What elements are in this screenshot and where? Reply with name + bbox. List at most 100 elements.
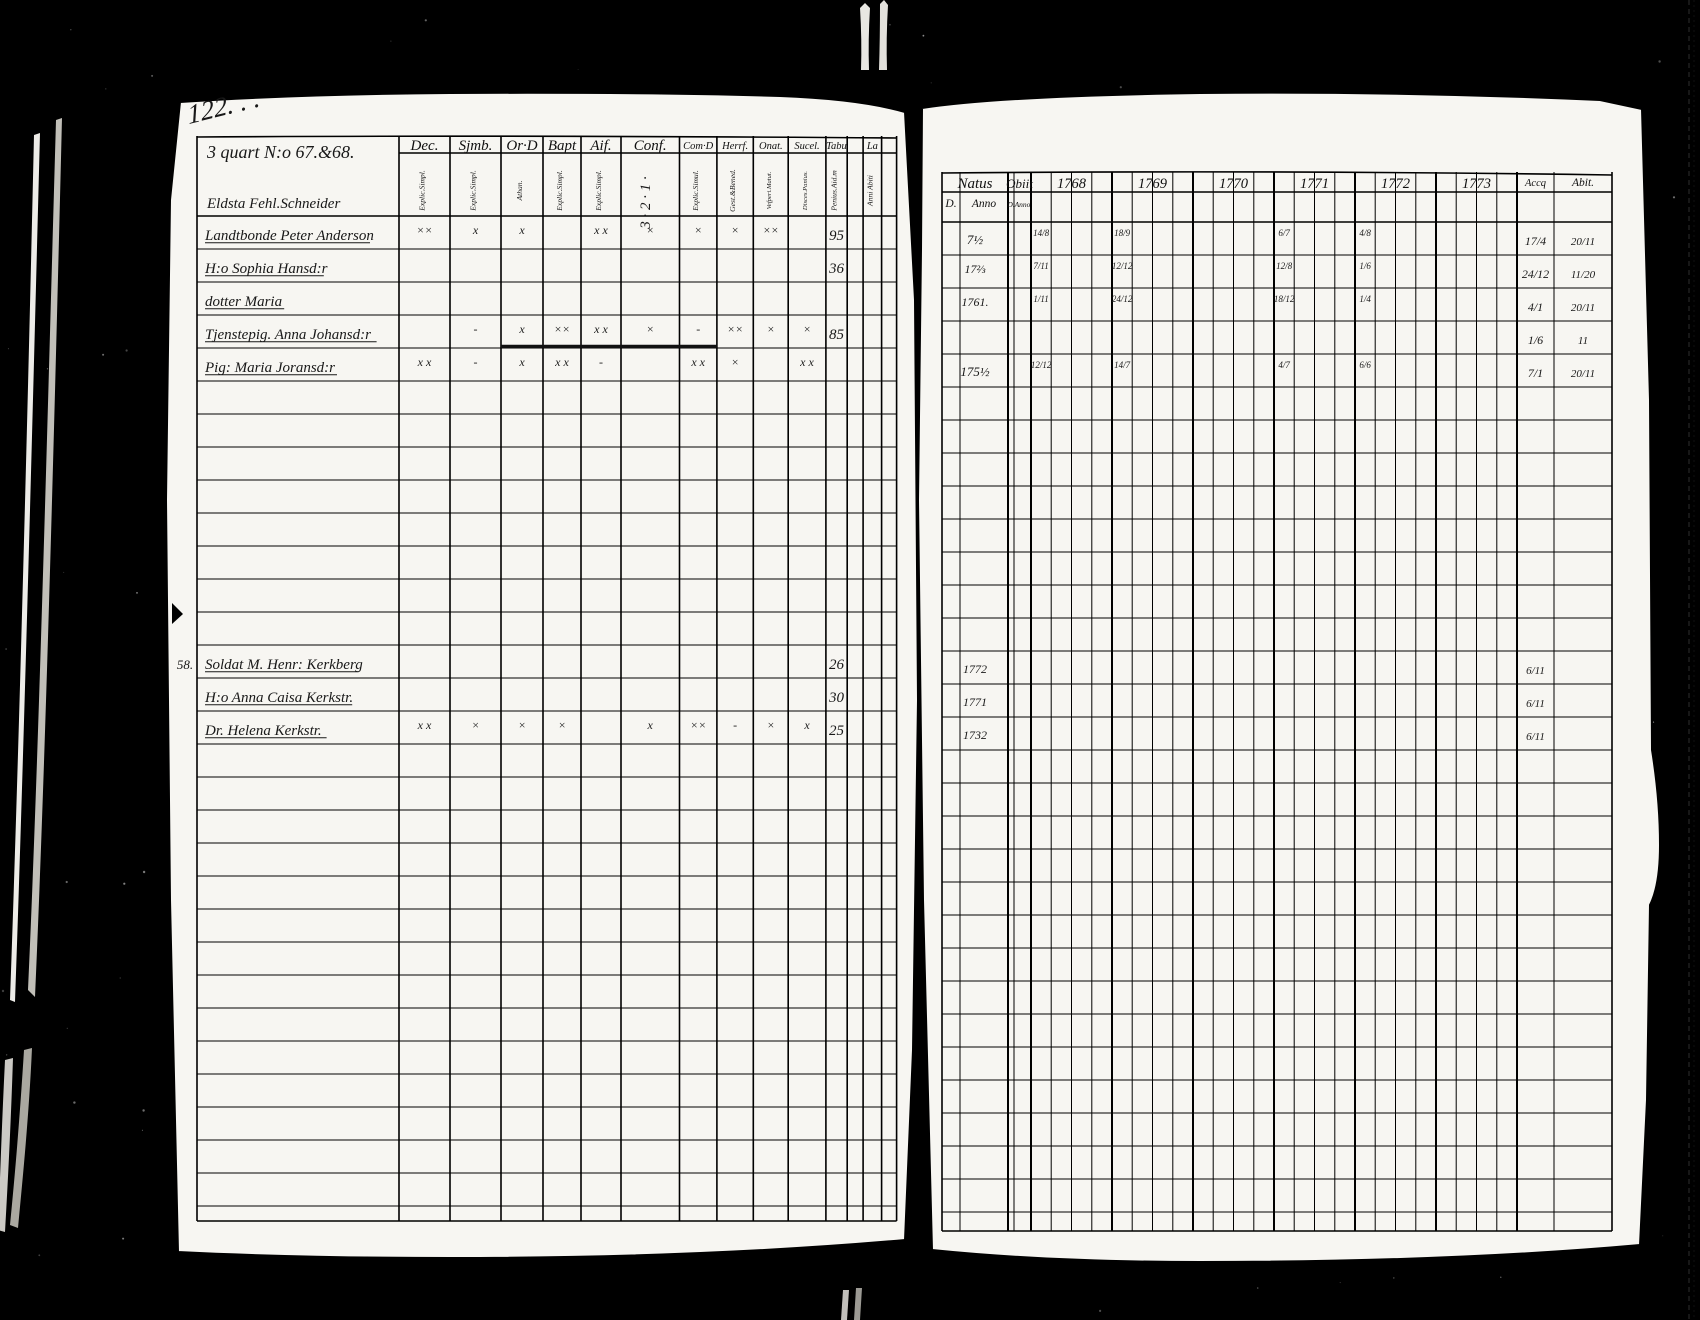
svg-text:24/12: 24/12 bbox=[1522, 267, 1549, 281]
svg-text:×: × bbox=[731, 223, 739, 237]
svg-text:14/8: 14/8 bbox=[1033, 228, 1050, 238]
svg-text:x x: x x bbox=[593, 322, 608, 336]
svg-text:25: 25 bbox=[829, 723, 845, 739]
svg-text:7½: 7½ bbox=[967, 232, 984, 247]
svg-text:1771: 1771 bbox=[1300, 176, 1329, 192]
svg-text:18/9: 18/9 bbox=[1114, 228, 1131, 238]
svg-text:7/1: 7/1 bbox=[1528, 366, 1543, 380]
svg-text:36: 36 bbox=[828, 261, 845, 277]
svg-text:Sjmb.: Sjmb. bbox=[459, 138, 493, 154]
svg-text:6/11: 6/11 bbox=[1526, 698, 1545, 710]
svg-text:Anno: Anno bbox=[1014, 200, 1031, 209]
svg-text:4/1: 4/1 bbox=[1528, 300, 1543, 314]
svg-text:95: 95 bbox=[829, 228, 845, 244]
svg-text:1/4: 1/4 bbox=[1359, 294, 1371, 304]
svg-text:Bapt: Bapt bbox=[548, 138, 577, 154]
svg-text:20/11: 20/11 bbox=[1571, 368, 1595, 380]
svg-text:3 · 2 · 1 ·: 3 · 2 · 1 · bbox=[638, 176, 654, 230]
svg-text:x: x bbox=[472, 223, 479, 237]
svg-text:26: 26 bbox=[829, 657, 845, 673]
svg-text:-: - bbox=[474, 322, 478, 336]
svg-text:x x: x x bbox=[593, 223, 608, 237]
svg-text:1772: 1772 bbox=[1381, 176, 1410, 192]
svg-text:H:o Sophia Hansd:r: H:o Sophia Hansd:r bbox=[204, 261, 328, 277]
svg-text:-: - bbox=[696, 322, 700, 336]
svg-text:1761.: 1761. bbox=[962, 295, 989, 309]
svg-text:Pig: Maria Joransd:r: Pig: Maria Joransd:r bbox=[204, 360, 335, 376]
svg-text:Soldat M. Henr: Kerkberg: Soldat M. Henr: Kerkberg bbox=[205, 657, 363, 673]
svg-text:1772: 1772 bbox=[963, 662, 987, 676]
svg-text:××: ×× bbox=[763, 223, 779, 237]
svg-text:Penius.Aid.m: Penius.Aid.m bbox=[830, 170, 839, 212]
svg-text:18/12: 18/12 bbox=[1274, 294, 1295, 304]
svg-text:Aif.: Aif. bbox=[589, 138, 611, 154]
svg-text:3 quart N:o 67.&68.: 3 quart N:o 67.&68. bbox=[206, 142, 355, 162]
svg-text:Explic.Simpl.: Explic.Simpl. bbox=[469, 170, 478, 212]
svg-text:x: x bbox=[647, 718, 654, 732]
svg-text:Sucel.: Sucel. bbox=[794, 141, 819, 152]
svg-text:x: x bbox=[518, 223, 525, 237]
svg-text:H:o Anna Caisa Kerkstr.: H:o Anna Caisa Kerkstr. bbox=[204, 690, 353, 706]
svg-text:6/11: 6/11 bbox=[1526, 665, 1545, 677]
svg-text:20/11: 20/11 bbox=[1571, 302, 1595, 314]
svg-text:×: × bbox=[558, 718, 566, 732]
svg-text:14/7: 14/7 bbox=[1114, 360, 1131, 370]
svg-text:x: x bbox=[518, 355, 525, 369]
svg-text:12/8: 12/8 bbox=[1276, 261, 1293, 271]
svg-text:175½: 175½ bbox=[960, 364, 990, 379]
svg-text:-: - bbox=[474, 355, 478, 369]
svg-text:×: × bbox=[471, 718, 479, 732]
svg-text:Eldsta Fehl.Schneider: Eldsta Fehl.Schneider bbox=[206, 196, 340, 212]
svg-text:×: × bbox=[646, 223, 654, 237]
svg-text:4/8: 4/8 bbox=[1359, 228, 1371, 238]
svg-text:x x: x x bbox=[690, 355, 705, 369]
svg-text:Anno: Anno bbox=[971, 198, 997, 210]
svg-text:1771: 1771 bbox=[963, 695, 987, 709]
svg-text:17⅔: 17⅔ bbox=[965, 262, 986, 276]
svg-text:××: ×× bbox=[554, 322, 570, 336]
svg-text:85: 85 bbox=[829, 327, 845, 343]
svg-text:D.: D. bbox=[1006, 200, 1014, 209]
svg-text:12/12: 12/12 bbox=[1031, 360, 1052, 370]
svg-text:Explic.Simpl.: Explic.Simpl. bbox=[555, 170, 564, 212]
svg-text:dotter Maria: dotter Maria bbox=[205, 294, 282, 310]
svg-text:x x: x x bbox=[417, 355, 432, 369]
svg-text:××: ×× bbox=[416, 223, 432, 237]
svg-text:Onat.: Onat. bbox=[759, 141, 783, 152]
svg-text:Tabu: Tabu bbox=[826, 141, 847, 152]
svg-text:1/6: 1/6 bbox=[1359, 261, 1371, 271]
svg-text:Tjenstepig. Anna Johansd:r: Tjenstepig. Anna Johansd:r bbox=[205, 327, 371, 343]
svg-text:Abit.: Abit. bbox=[1571, 177, 1594, 189]
svg-text:17/4: 17/4 bbox=[1525, 234, 1546, 248]
svg-text:Dr. Helena Kerkstr.: Dr. Helena Kerkstr. bbox=[204, 723, 322, 739]
svg-text:12/12: 12/12 bbox=[1112, 261, 1133, 271]
svg-text:x x: x x bbox=[799, 355, 814, 369]
svg-text:Natus: Natus bbox=[956, 176, 992, 192]
svg-text:6/7: 6/7 bbox=[1278, 228, 1290, 238]
svg-text:Athan.: Athan. bbox=[515, 180, 524, 201]
svg-text:1773: 1773 bbox=[1462, 176, 1491, 192]
svg-text:Conf.: Conf. bbox=[634, 138, 667, 154]
svg-text:××: ×× bbox=[727, 322, 743, 336]
svg-text:1770: 1770 bbox=[1219, 176, 1249, 192]
svg-text:Herrf.: Herrf. bbox=[721, 141, 748, 152]
svg-text:Obiit: Obiit bbox=[1006, 176, 1033, 191]
svg-text:×: × bbox=[731, 355, 739, 369]
svg-text:×: × bbox=[767, 322, 775, 336]
svg-text:7/11: 7/11 bbox=[1033, 261, 1048, 271]
svg-text:Or·D: Or·D bbox=[506, 138, 537, 154]
svg-text:1769: 1769 bbox=[1138, 176, 1168, 192]
svg-text:×: × bbox=[767, 718, 775, 732]
svg-text:Explic.Simpl.: Explic.Simpl. bbox=[594, 170, 603, 212]
svg-text:-: - bbox=[599, 355, 603, 369]
svg-text:×: × bbox=[646, 322, 654, 336]
svg-text:×: × bbox=[803, 322, 811, 336]
svg-text:x x: x x bbox=[554, 355, 569, 369]
svg-text:Vefperi.Matut.: Vefperi.Matut. bbox=[766, 171, 773, 209]
svg-text:1732: 1732 bbox=[963, 728, 987, 742]
svg-text:××: ×× bbox=[690, 718, 706, 732]
svg-text:Explic.Simul.: Explic.Simul. bbox=[691, 170, 700, 212]
svg-text:Anni Abiti: Anni Abiti bbox=[865, 175, 874, 207]
svg-text:Explic.Simpl.: Explic.Simpl. bbox=[418, 170, 427, 212]
svg-text:30: 30 bbox=[828, 690, 845, 706]
